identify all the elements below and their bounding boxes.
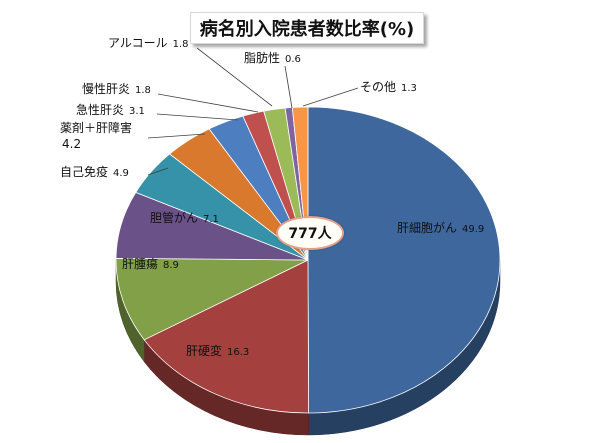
slice-label-8: アルコール 1.8 — [108, 36, 189, 50]
slice-label-5: 薬剤＋肝障害 — [60, 120, 132, 135]
slice-label-value-1: 16.3 — [227, 347, 249, 358]
chart-title-box: 病名別入院患者数比率(%) — [190, 12, 424, 44]
slice-label-value-0: 49.9 — [462, 224, 484, 235]
slice-label-value-7: 1.8 — [135, 85, 151, 96]
slice-label-value-4: 4.9 — [113, 168, 129, 179]
slice-label-2: 肝腫瘍 8.9 — [122, 256, 179, 271]
slice-label-name-4: 自己免疫 — [60, 164, 108, 179]
leader-lines — [147, 47, 359, 176]
slice-label-value-9: 0.6 — [285, 54, 301, 65]
slice-label-name-2: 肝腫瘍 — [122, 256, 158, 271]
slice-label-value-10: 1.3 — [401, 83, 417, 94]
slice-label-name-9: 脂肪性 — [244, 50, 280, 65]
slice-label-name-10: その他 — [360, 80, 396, 94]
slice-label-3: 胆管がん 7.1 — [150, 210, 219, 225]
leader-line-9 — [284, 65, 293, 109]
leader-line-6 — [156, 113, 239, 121]
slice-label-name-8: アルコール — [108, 36, 168, 50]
slice-label-name-0: 肝細胞がん — [397, 220, 457, 235]
slice-label-4: 自己免疫 4.9 — [60, 164, 129, 179]
slice-label-name-6: 急性肝炎 — [76, 102, 124, 117]
slice-label-1: 肝硬変 16.3 — [186, 343, 249, 358]
slice-label-7: 慢性肝炎 1.8 — [82, 82, 151, 96]
pie-slice-0 — [307, 106, 501, 414]
slice-label-10: その他 1.3 — [360, 80, 417, 94]
leader-line-7 — [157, 93, 259, 113]
chart-title: 病名別入院患者数比率(%) — [199, 19, 415, 40]
leader-line-10 — [302, 87, 359, 107]
slice-labels: 肝細胞がん 49.9 肝硬変 16.3 肝腫瘍 8.9 胆管がん 7.1 自己免疫 4.9 薬剤＋肝… — [60, 36, 484, 358]
slice-label-value-2: 8.9 — [163, 260, 179, 271]
slice-label-value-3: 7.1 — [203, 214, 219, 225]
leader-line-8 — [196, 47, 273, 107]
total-count: 777人 — [288, 226, 332, 242]
total-count-badge: 777人 — [276, 216, 344, 250]
leader-line-4 — [147, 167, 169, 176]
slice-label-0: 肝細胞がん 49.9 — [397, 220, 484, 235]
slice-label-name-3: 胆管がん — [150, 210, 198, 225]
slice-label-name-1: 肝硬変 — [186, 343, 222, 358]
slice-label-value-5: 4.2 — [62, 137, 81, 151]
slice-label-9: 脂肪性 0.6 — [244, 50, 301, 65]
slice-label-name-7: 慢性肝炎 — [82, 82, 130, 96]
slice-label-name-5: 薬剤＋肝障害 — [60, 120, 132, 135]
pie-slice-1 — [143, 259, 310, 414]
slice-label-value-6: 3.1 — [129, 106, 145, 117]
pie-slice-2 — [115, 257, 309, 341]
slice-label-value-8: 1.8 — [173, 39, 189, 50]
slice-label-6: 急性肝炎 3.1 — [76, 102, 145, 117]
leader-line-5 — [147, 133, 206, 139]
